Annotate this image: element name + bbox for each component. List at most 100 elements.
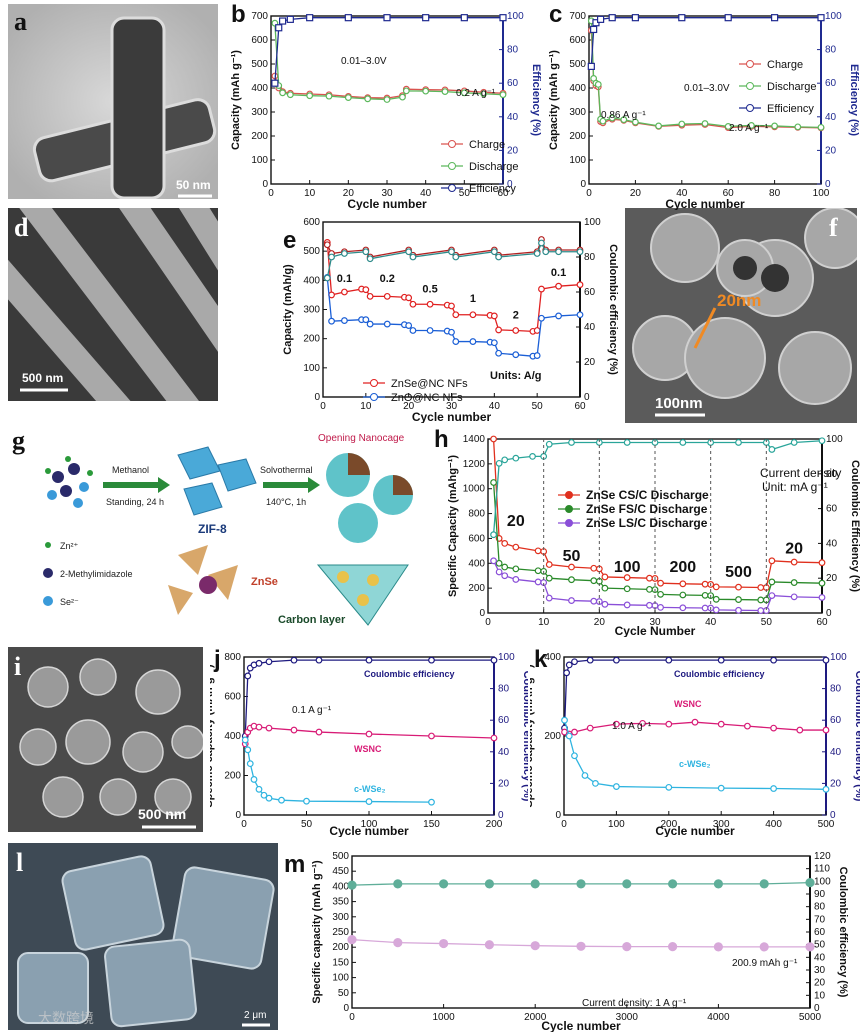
y2-tick-label: 20 [507,145,519,156]
data-point [817,14,825,22]
data-point [362,316,370,324]
data-point [608,114,616,122]
data-point [724,122,732,130]
y-tick-label: 0 [343,1003,349,1014]
data-point [405,248,413,256]
y2-tick-label: 80 [584,252,596,263]
y-tick-label: 600 [224,692,241,703]
data-point [328,253,335,261]
x-tick-label: 80 [769,188,781,199]
x-tick-label: 0 [561,819,567,830]
x-tick-label: 200 [660,819,677,830]
carbon-label: Carbon layer [278,614,346,626]
x-axis-label: Cycle number [665,197,745,210]
data-point [608,14,616,22]
data-point [530,941,540,951]
data-point [426,300,434,308]
y-tick-label: 0 [580,179,586,190]
data-point [576,281,584,289]
y-tick-label: 100 [569,155,586,166]
legend-marker [448,140,456,148]
x-tick-label: 60 [497,188,509,199]
y-axis-label: Capacity (mAh g⁻¹) [548,50,560,150]
data-point [303,797,310,805]
sem-bundle-image: l 大数跨境 2 μm [8,843,278,1030]
panel-i: i 500 nm [8,647,205,832]
tem-image: a 50 nm [8,4,218,200]
data-point [590,25,598,34]
x-tick-label: 40 [705,617,717,628]
x-tick-label: 20 [594,617,606,628]
data-point [265,724,273,732]
y2-tick-label: 20 [826,573,838,584]
data-point [490,531,497,539]
data-point [512,454,520,462]
data-point [545,440,553,448]
y2-tick-label: 80 [826,469,838,480]
data-point [448,302,455,310]
data-point [646,601,653,609]
y-tick-label: 0 [479,608,485,619]
y2-tick-label: 40 [830,747,842,758]
y-axis-label: Specific capacity (mAh g⁻¹) [210,664,215,808]
y2-tick-label: 110 [814,864,830,875]
data-point [555,248,562,256]
panel-letter: e [283,227,296,254]
series-label: WSNC [354,744,382,754]
data-point [529,453,536,460]
data-point [495,326,503,334]
y2-axis-label: Coulombic efficiency (%) [607,244,618,375]
x-tick-label: 50 [301,819,313,830]
chart-annotation: 2.0 A g⁻¹ [729,123,769,134]
data-point [596,15,605,23]
chart-c: c0 20 40 60 80 100010020030040050060070002040… [548,2,860,210]
y2-tick-label: 0 [507,179,513,190]
data-point [366,255,374,263]
scale-label: 2 μm [244,1010,266,1021]
y-tick-label: 800 [468,509,485,520]
x-tick-label: 200 [486,819,503,830]
x-tick-label: 50 [459,188,471,199]
data-point [568,597,575,604]
data-point [495,459,503,467]
y2-tick-label: 20 [825,145,837,156]
panel-l: l 大数跨境 2 μm [8,843,278,1030]
data-point [631,118,639,126]
y-tick-label: 200 [251,131,268,142]
data-point [490,435,497,443]
data-point [323,241,331,249]
panel-f: 20nm f 100nm [625,207,865,423]
data-point [622,941,632,952]
data-point [620,116,628,124]
data-point [623,601,631,609]
data-point [678,120,686,128]
x-tick-label: 400 [765,819,782,830]
y2-tick-label: 80 [825,45,837,56]
data-point [490,557,497,565]
x-tick-label: 30 [446,401,458,412]
series-line [274,75,504,99]
series-line [244,739,432,803]
data-point [805,877,815,888]
legend-mim: 2-Methylimidazole [60,569,133,579]
y-tick-label: 400 [251,83,268,94]
y-tick-label: 500 [569,59,586,70]
data-point [712,606,720,614]
data-point [426,327,434,334]
data-point [495,349,503,357]
precursor-cluster [45,456,93,508]
y2-tick-label: 0 [814,1003,820,1014]
y2-axis-label: Coulombic efficiency (%) [521,671,528,802]
data-point [768,592,776,600]
data-point [347,934,357,945]
y-tick-label: 100 [332,973,349,984]
x-tick-label: 50 [532,401,544,412]
zif-cubes [177,446,257,516]
data-point [534,547,542,555]
data-point [448,328,455,336]
data-point [679,580,687,588]
y2-tick-label: 20 [814,978,826,989]
y-tick-label: 600 [468,533,485,544]
panel-letter: k [534,646,548,673]
panel-letter: j [213,646,221,673]
